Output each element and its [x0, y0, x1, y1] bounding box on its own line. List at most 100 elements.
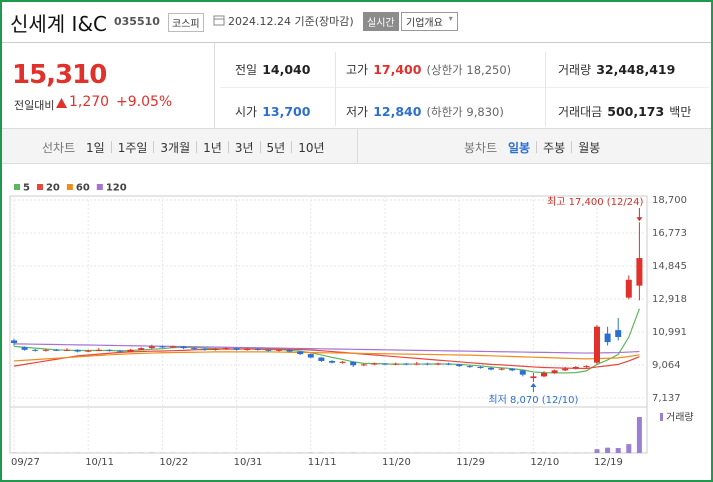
- separator: [571, 141, 573, 153]
- candle-body: [233, 348, 240, 350]
- volume-bar: [605, 447, 611, 453]
- period-tab[interactable]: 10년: [298, 141, 325, 155]
- stat-value: 32,448,419: [596, 62, 676, 77]
- candle-body: [466, 366, 473, 368]
- stat-low: 저가 12,840 (하한가 9,830): [346, 101, 504, 120]
- candle-body: [307, 354, 314, 358]
- company-button[interactable]: 기업개요 ▾: [401, 12, 458, 31]
- candle-body: [636, 258, 643, 286]
- legend-label: 5: [23, 183, 30, 194]
- candle-body: [530, 376, 537, 379]
- change-label: 전일대비: [14, 99, 55, 112]
- candle-body: [318, 357, 325, 361]
- volume-frame: [9, 406, 648, 454]
- stat-prev: 전일 14,040: [235, 59, 310, 78]
- candle-body: [11, 340, 17, 343]
- high-annotation: 최고 17,400 (12/24): [547, 196, 643, 208]
- stock-name: 신세계 I&C: [10, 12, 108, 36]
- divider: [2, 42, 711, 43]
- legend-label: 120: [106, 183, 127, 194]
- line-periods: 1일 1주일 3개월 1년 3년 5년 10년: [86, 139, 325, 156]
- candle-body: [339, 361, 346, 363]
- candle-body: [286, 349, 293, 352]
- dropdown-icon: ▾: [448, 14, 453, 23]
- stat-high: 고가 17,400 (상한가 18,250): [346, 59, 511, 78]
- period-tab[interactable]: 1년: [203, 141, 222, 155]
- x-tick-label: 09/27: [11, 457, 40, 468]
- tab-bar: [2, 128, 711, 164]
- y-tick-label: 9,064: [652, 360, 681, 371]
- candle-body: [562, 368, 569, 371]
- candle-body: [212, 348, 219, 350]
- low-annotation: 최저 8,070 (12/10): [488, 394, 578, 406]
- candle-body: [615, 330, 622, 337]
- volume-bar: [594, 449, 600, 453]
- candle-body: [371, 363, 378, 365]
- stat-label: 시가: [235, 105, 258, 119]
- candle-body: [276, 349, 282, 351]
- period-tab[interactable]: 주봉: [543, 141, 566, 155]
- candle-body: [488, 367, 494, 370]
- candle-chart-label: 봉차트: [464, 141, 498, 155]
- candle-body: [32, 349, 39, 351]
- stat-value: 13,700: [262, 104, 311, 119]
- candle-body: [424, 363, 431, 365]
- x-tick-label: 12/10: [530, 457, 559, 468]
- candle-body: [244, 348, 251, 350]
- candle-body: [42, 349, 49, 351]
- stat-label: 거래량: [558, 63, 592, 77]
- period-tab[interactable]: 3개월: [160, 141, 191, 155]
- period-tab[interactable]: 1주일: [117, 141, 148, 155]
- chart: 18,700 16,773 14,845 12,918 10,991 9,064 7,137…: [9, 183, 694, 468]
- period-tab[interactable]: 월봉: [578, 141, 601, 155]
- candle-body: [74, 349, 81, 352]
- x-tick-label: 10/22: [159, 457, 188, 468]
- ma-line: [13, 351, 640, 362]
- period-tab[interactable]: 3년: [234, 141, 254, 155]
- volume-bar: [615, 448, 621, 453]
- ma-line: [13, 343, 640, 354]
- stat-value: 12,840: [373, 104, 422, 119]
- y-tick-label: 12,918: [652, 294, 687, 305]
- divider: [545, 52, 546, 126]
- y-tick-label: 18,700: [652, 195, 687, 206]
- legend-swatch: [96, 184, 103, 190]
- quote-panel: [2, 43, 215, 135]
- x-tick-label: 12/19: [594, 457, 623, 468]
- ma-line: [13, 308, 640, 374]
- candle-body: [350, 361, 357, 366]
- period-tab[interactable]: 일봉: [508, 141, 531, 155]
- candle-body: [360, 364, 367, 366]
- stat-label: 고가: [346, 63, 369, 77]
- candle-body: [127, 349, 134, 352]
- legend-swatch: [36, 184, 43, 190]
- candle-body: [191, 348, 198, 350]
- candle-body: [403, 363, 410, 365]
- realtime-badge[interactable]: 실시간: [363, 12, 399, 31]
- candle-body: [413, 363, 420, 365]
- y-tick-label: 14,845: [652, 261, 687, 272]
- candle-body: [148, 346, 155, 349]
- period-tab[interactable]: 5년: [266, 141, 286, 155]
- candle-periods: 일봉 주봉 월봉: [508, 139, 600, 156]
- change-pct: +9.05%: [116, 94, 173, 110]
- stat-volume: 거래량 32,448,419: [558, 59, 675, 78]
- divider: [220, 87, 709, 88]
- candle-body: [551, 370, 558, 373]
- candle-body: [445, 363, 452, 365]
- period-tab[interactable]: 1일: [86, 141, 105, 155]
- candle-body: [594, 326, 600, 363]
- legend-swatch: [14, 184, 20, 190]
- candle-body: [519, 370, 526, 375]
- stat-label: 거래대금: [558, 105, 603, 119]
- stat-extra: (하한가 9,830): [426, 105, 504, 119]
- stat-label: 저가: [346, 105, 369, 119]
- calendar-icon: [213, 15, 225, 26]
- separator: [153, 141, 155, 153]
- separator: [196, 141, 198, 153]
- x-tick-label: 11/20: [382, 457, 411, 468]
- candle-body: [201, 348, 208, 350]
- candle-body: [456, 364, 463, 367]
- candle-body: [53, 349, 60, 351]
